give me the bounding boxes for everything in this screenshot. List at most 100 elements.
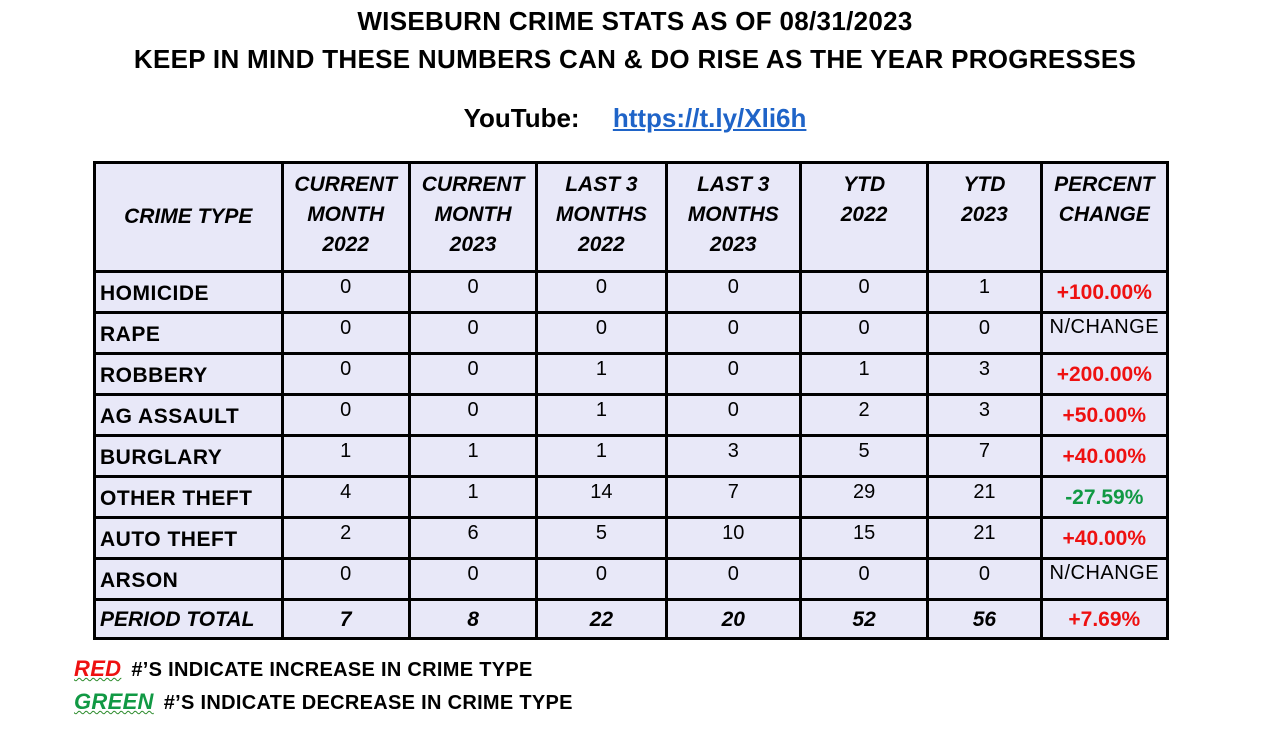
last-3-months-2023-cell: 0 bbox=[664, 557, 802, 601]
table-row: OTHER THEFT 4 1 14 7 29 21 -27.59% bbox=[93, 475, 1170, 519]
crime-type-cell: AG ASSAULT bbox=[93, 393, 284, 437]
current-month-2023-cell: 0 bbox=[407, 352, 539, 396]
ytd-2022-cell: 0 bbox=[798, 270, 930, 314]
legend-red-key: RED bbox=[74, 656, 122, 681]
last-3-months-2023-cell: 0 bbox=[664, 352, 802, 396]
youtube-label: YouTube: bbox=[463, 103, 580, 133]
current-month-2023-cell: 0 bbox=[407, 557, 539, 601]
current-month-2023-cell: 1 bbox=[407, 475, 539, 519]
ytd-2023-cell: 21 bbox=[926, 475, 1043, 519]
current-month-2022-cell: 0 bbox=[280, 311, 411, 355]
ytd-2023-cell: 0 bbox=[926, 557, 1043, 601]
legend-green-text: #’S INDICATE DECREASE IN CRIME TYPE bbox=[163, 692, 573, 714]
header-last-3-months-2023: LAST 3 MONTHS 2023 bbox=[664, 161, 802, 273]
current-month-2022-cell: 1 bbox=[280, 434, 411, 478]
ytd-2023-cell: 21 bbox=[926, 516, 1043, 560]
title-line-2: KEEP IN MIND THESE NUMBERS CAN & DO RISE… bbox=[133, 44, 1137, 74]
table-row: AG ASSAULT 0 0 1 0 2 3 +50.00% bbox=[93, 393, 1170, 437]
total-percent-change: +7.69% bbox=[1039, 598, 1170, 640]
current-month-2022-cell: 0 bbox=[280, 557, 411, 601]
title-line-1: WISEBURN CRIME STATS AS OF 08/31/2023 bbox=[357, 6, 913, 36]
last-3-months-2022-cell: 0 bbox=[535, 557, 668, 601]
ytd-2022-cell: 0 bbox=[798, 557, 930, 601]
last-3-months-2023-cell: 0 bbox=[664, 311, 802, 355]
last-3-months-2022-cell: 14 bbox=[535, 475, 668, 519]
header-ytd-2022: YTD 2022 bbox=[798, 161, 930, 273]
period-total-row: PERIOD TOTAL 7 8 22 20 52 56 +7.69% bbox=[93, 598, 1170, 640]
crime-type-cell: HOMICIDE bbox=[93, 270, 284, 314]
current-month-2022-cell: 0 bbox=[280, 352, 411, 396]
total-current-month-2022: 7 bbox=[280, 598, 411, 640]
table-row: BURGLARY 1 1 1 3 5 7 +40.00% bbox=[93, 434, 1170, 478]
current-month-2023-cell: 0 bbox=[407, 270, 539, 314]
percent-change-cell: N/CHANGE bbox=[1039, 557, 1170, 601]
header-ytd-2023: YTD 2023 bbox=[926, 161, 1043, 273]
current-month-2023-cell: 1 bbox=[407, 434, 539, 478]
period-total-label: PERIOD TOTAL bbox=[93, 598, 284, 640]
last-3-months-2022-cell: 1 bbox=[535, 434, 668, 478]
current-month-2022-cell: 0 bbox=[280, 270, 411, 314]
total-current-month-2023: 8 bbox=[407, 598, 539, 640]
last-3-months-2023-cell: 7 bbox=[664, 475, 802, 519]
ytd-2023-cell: 3 bbox=[926, 393, 1043, 437]
current-month-2022-cell: 2 bbox=[280, 516, 411, 560]
crime-type-cell: ROBBERY bbox=[93, 352, 284, 396]
last-3-months-2023-cell: 10 bbox=[664, 516, 802, 560]
percent-change-cell: -27.59% bbox=[1039, 475, 1170, 519]
ytd-2023-cell: 1 bbox=[926, 270, 1043, 314]
legend-increase: RED #’S INDICATE INCREASE IN CRIME TYPE bbox=[74, 656, 533, 682]
total-ytd-2022: 52 bbox=[798, 598, 930, 640]
ytd-2022-cell: 0 bbox=[798, 311, 930, 355]
header-last-3-months-2022: LAST 3 MONTHS 2022 bbox=[535, 161, 668, 273]
header-current-month-2022: CURRENT MONTH 2022 bbox=[280, 161, 411, 273]
legend-red-text: #’S INDICATE INCREASE IN CRIME TYPE bbox=[131, 659, 533, 681]
last-3-months-2022-cell: 0 bbox=[535, 311, 668, 355]
header-crime-type: CRIME TYPE bbox=[93, 161, 284, 273]
last-3-months-2023-cell: 0 bbox=[664, 270, 802, 314]
crime-type-cell: OTHER THEFT bbox=[93, 475, 284, 519]
youtube-line: YouTube: https://t.ly/Xli6h bbox=[0, 103, 1270, 134]
table-row: ROBBERY 0 0 1 0 1 3 +200.00% bbox=[93, 352, 1170, 396]
table-row: HOMICIDE 0 0 0 0 0 1 +100.00% bbox=[93, 270, 1170, 314]
ytd-2023-cell: 7 bbox=[926, 434, 1043, 478]
percent-change-cell: +40.00% bbox=[1039, 516, 1170, 560]
table-row: RAPE 0 0 0 0 0 0 N/CHANGE bbox=[93, 311, 1170, 355]
current-month-2022-cell: 4 bbox=[280, 475, 411, 519]
total-last-3-months-2023: 20 bbox=[664, 598, 802, 640]
crime-type-cell: RAPE bbox=[93, 311, 284, 355]
ytd-2023-cell: 0 bbox=[926, 311, 1043, 355]
header-current-month-2023: CURRENT MONTH 2023 bbox=[407, 161, 539, 273]
ytd-2023-cell: 3 bbox=[926, 352, 1043, 396]
ytd-2022-cell: 29 bbox=[798, 475, 930, 519]
ytd-2022-cell: 1 bbox=[798, 352, 930, 396]
crime-stats-table: CRIME TYPE CURRENT MONTH 2022 CURRENT MONTH… bbox=[93, 161, 1170, 640]
ytd-2022-cell: 15 bbox=[798, 516, 930, 560]
ytd-2022-cell: 2 bbox=[798, 393, 930, 437]
current-month-2022-cell: 0 bbox=[280, 393, 411, 437]
youtube-link[interactable]: https://t.ly/Xli6h bbox=[612, 103, 807, 133]
percent-change-cell: +100.00% bbox=[1039, 270, 1170, 314]
percent-change-cell: +40.00% bbox=[1039, 434, 1170, 478]
crime-type-cell: ARSON bbox=[93, 557, 284, 601]
header-row: CRIME TYPE CURRENT MONTH 2022 CURRENT MONTH… bbox=[93, 161, 1170, 273]
legend-green-key: GREEN bbox=[74, 689, 154, 714]
percent-change-cell: +50.00% bbox=[1039, 393, 1170, 437]
table-row: AUTO THEFT 2 6 5 10 15 21 +40.00% bbox=[93, 516, 1170, 560]
ytd-2022-cell: 5 bbox=[798, 434, 930, 478]
crime-type-cell: BURGLARY bbox=[93, 434, 284, 478]
table-row: ARSON 0 0 0 0 0 0 N/CHANGE bbox=[93, 557, 1170, 601]
last-3-months-2022-cell: 5 bbox=[535, 516, 668, 560]
total-last-3-months-2022: 22 bbox=[535, 598, 668, 640]
current-month-2023-cell: 0 bbox=[407, 311, 539, 355]
last-3-months-2022-cell: 1 bbox=[535, 352, 668, 396]
last-3-months-2023-cell: 3 bbox=[664, 434, 802, 478]
percent-change-cell: +200.00% bbox=[1039, 352, 1170, 396]
legend-decrease: GREEN #’S INDICATE DECREASE IN CRIME TYPE bbox=[74, 689, 573, 715]
last-3-months-2022-cell: 1 bbox=[535, 393, 668, 437]
last-3-months-2022-cell: 0 bbox=[535, 270, 668, 314]
current-month-2023-cell: 0 bbox=[407, 393, 539, 437]
current-month-2023-cell: 6 bbox=[407, 516, 539, 560]
header-percent-change: PERCENT CHANGE bbox=[1039, 161, 1170, 273]
total-ytd-2023: 56 bbox=[926, 598, 1043, 640]
crime-type-cell: AUTO THEFT bbox=[93, 516, 284, 560]
